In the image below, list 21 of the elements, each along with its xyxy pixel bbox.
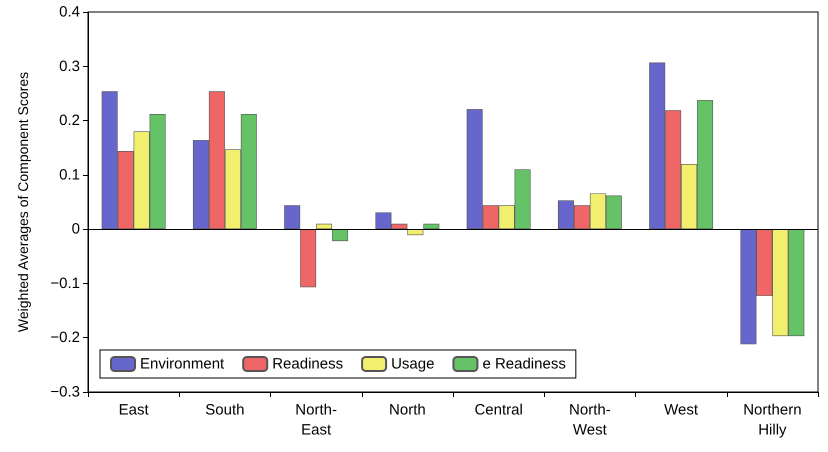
legend-label: Usage [391, 356, 434, 372]
y-tick-label: −0.3 [50, 384, 80, 400]
y-tick-label: 0.1 [59, 166, 80, 184]
y-tick-label: 0.4 [59, 4, 80, 20]
x-tick-label: South [205, 402, 244, 418]
legend-label: Environment [140, 356, 226, 372]
y-tick-label: 0 [72, 220, 80, 238]
legend-label: e Readiness [482, 356, 566, 372]
x-tick-label: North [389, 402, 426, 418]
x-tick-label: East [118, 402, 150, 418]
x-tick-label: North- East [295, 402, 337, 438]
x-tick-label: Northern Hilly [743, 402, 802, 438]
x-tick-label: West [664, 402, 699, 418]
y-tick-label: −0.2 [50, 329, 80, 346]
y-tick-label: 0.3 [59, 58, 80, 75]
legend-label: Readiness [272, 356, 344, 372]
y-tick-label: 0.2 [59, 112, 80, 130]
x-tick-label: Central [474, 402, 523, 418]
x-tick-label: North- West [569, 402, 611, 438]
y-axis-title: Weighted Averages of Component Scores [15, 72, 31, 332]
y-tick-label: −0.1 [50, 274, 80, 292]
